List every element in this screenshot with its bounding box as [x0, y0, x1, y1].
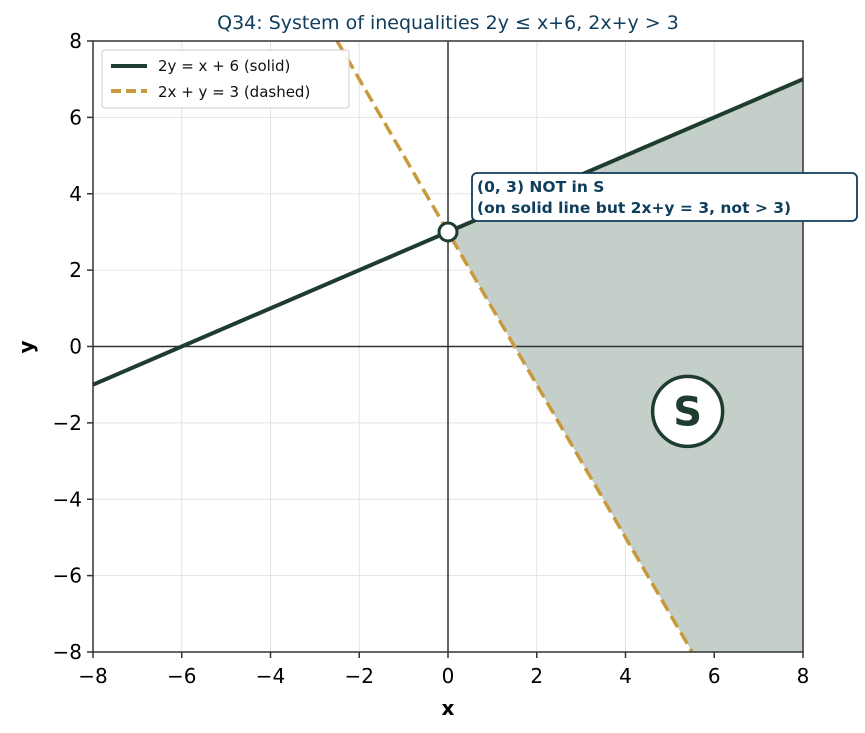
x-tick-label: 8	[797, 664, 810, 688]
open-point-marker	[437, 221, 459, 243]
x-tick-label: −8	[78, 664, 107, 688]
legend-entry-dashed: 2x + y = 3 (dashed)	[158, 83, 310, 101]
y-tick-label: 8	[69, 29, 82, 53]
annotation-line-1: (0, 3) NOT in S	[477, 178, 604, 196]
chart-title: Q34: System of inequalities 2y ≤ x+6, 2x…	[217, 12, 679, 34]
x-ticks: −8 −6 −4 −2 0 2 4 6 8	[78, 652, 809, 688]
legend: 2y = x + 6 (solid) 2x + y = 3 (dashed)	[101, 49, 350, 109]
x-tick-label: 0	[442, 664, 455, 688]
y-axis-label: y	[14, 340, 38, 353]
zero-axes	[93, 41, 803, 652]
y-tick-label: −8	[53, 640, 82, 664]
x-axis-label: x	[442, 696, 455, 720]
y-tick-label: −2	[53, 411, 82, 435]
legend-box	[101, 49, 350, 109]
region-label-text: S	[673, 389, 702, 435]
y-tick-label: 2	[69, 258, 82, 282]
point-annotation: (0, 3) NOT in S (on solid line but 2x+y …	[471, 172, 858, 222]
x-tick-label: 4	[619, 664, 632, 688]
annotation-box	[471, 172, 858, 222]
y-tick-label: 6	[69, 105, 82, 129]
y-tick-label: −6	[53, 564, 82, 588]
dashed-boundary-line	[335, 40, 694, 653]
y-tick-label: 0	[69, 335, 82, 359]
x-tick-label: 2	[530, 664, 543, 688]
x-tick-label: −6	[167, 664, 196, 688]
x-tick-label: −4	[256, 664, 285, 688]
solution-region	[448, 79, 803, 652]
annotation-line-2: (on solid line but 2x+y = 3, not > 3)	[477, 199, 791, 217]
x-tick-label: 6	[708, 664, 721, 688]
y-tick-label: 4	[69, 182, 82, 206]
legend-entry-solid: 2y = x + 6 (solid)	[158, 57, 290, 75]
region-label: S	[650, 374, 725, 449]
y-ticks: −8 −6 −4 −2 0 2 4 6 8	[53, 29, 93, 664]
y-tick-label: −4	[53, 487, 82, 511]
region-label-circle	[650, 374, 725, 449]
x-tick-label: −2	[345, 664, 374, 688]
